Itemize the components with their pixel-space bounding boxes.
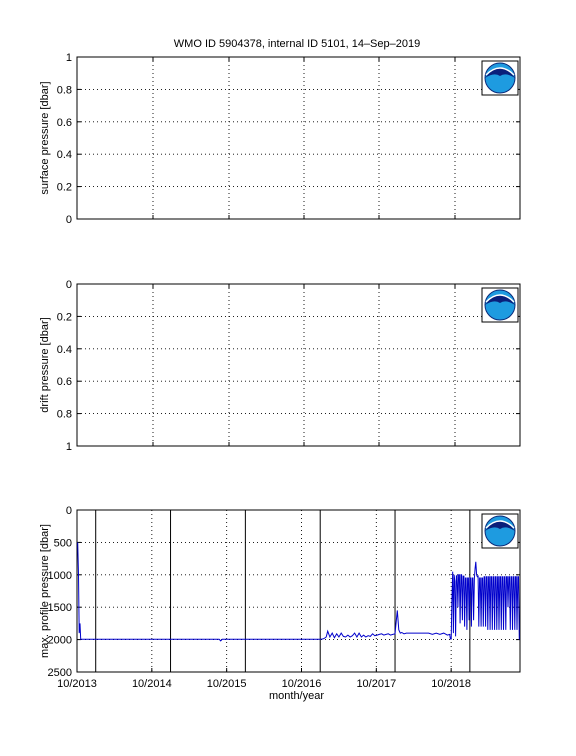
x-tick-label: 10/2017 <box>356 678 396 690</box>
y-tick-label: 0.8 <box>57 409 72 421</box>
y-axis-label: surface pressure [dbar] <box>39 81 51 194</box>
y-axis-label: max. profile pressure [dbar] <box>39 524 51 658</box>
y-tick-label: 0.4 <box>57 149 72 161</box>
plot-frame <box>76 56 521 220</box>
noaa-logo-wing <box>485 520 515 529</box>
noaa-logo-2 <box>481 287 519 323</box>
y-tick-label: 0.2 <box>57 182 72 194</box>
y-axis-label: drift pressure [dbar] <box>39 317 51 412</box>
noaa-logo-3 <box>481 513 519 549</box>
noaa-logo-1 <box>481 60 519 96</box>
x-axis-label: month/year <box>269 690 324 702</box>
y-tick-label: 0.6 <box>57 117 72 129</box>
figure-title: WMO ID 5904378, internal ID 5101, 14–Sep… <box>174 38 420 50</box>
y-tick-label: 2000 <box>48 635 72 647</box>
y-tick-label: 0 <box>66 214 72 226</box>
y-tick-label: 0 <box>66 279 72 291</box>
noaa-logo-wing <box>485 294 515 303</box>
y-tick-label: 500 <box>54 537 72 549</box>
y-tick-label: 0.6 <box>57 376 72 388</box>
y-tick-label: 0.4 <box>57 344 72 356</box>
x-tick-label: 10/2018 <box>431 678 471 690</box>
x-tick-label: 10/2016 <box>282 678 322 690</box>
x-tick-label: 10/2013 <box>57 678 97 690</box>
plot-frame <box>76 509 521 673</box>
y-tick-label: 1 <box>66 441 72 453</box>
x-tick-label: 10/2015 <box>207 678 247 690</box>
plot-frame <box>76 283 521 447</box>
x-tick-label: 10/2014 <box>132 678 172 690</box>
y-tick-label: 0 <box>66 505 72 517</box>
y-tick-label: 2500 <box>48 667 72 679</box>
y-tick-label: 1000 <box>48 570 72 582</box>
y-tick-label: 1 <box>66 52 72 64</box>
chart-panel-2: 0 0.2 0.4 0.6 0.8 1 drift pressure [dbar] <box>39 279 521 453</box>
series-line <box>77 542 520 642</box>
y-tick-label: 0.8 <box>57 84 72 96</box>
y-tick-label: 0.2 <box>57 311 72 323</box>
y-tick-label: 1500 <box>48 602 72 614</box>
noaa-logo-wing <box>485 67 515 76</box>
chart-panel-1: 0 0.2 0.4 0.6 0.8 1 surface pressure [dbar] <box>39 52 521 226</box>
